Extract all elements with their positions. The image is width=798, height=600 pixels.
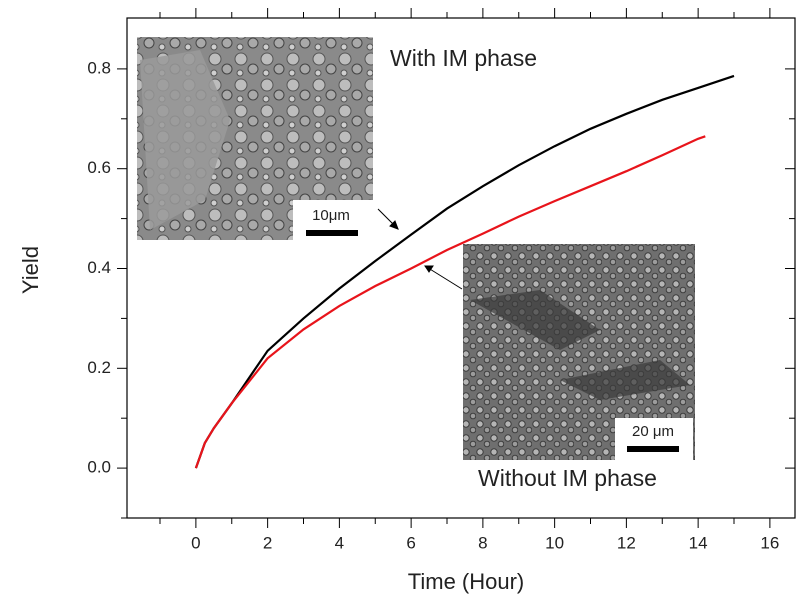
x-tick-label: 2	[263, 533, 272, 552]
x-tick-label: 12	[617, 533, 636, 552]
y-tick-label: 0.0	[87, 458, 111, 477]
inset-with: 10μm	[137, 37, 373, 240]
scale-label: 20 μm	[632, 423, 674, 440]
x-tick-label: 0	[191, 533, 200, 552]
arrows	[377, 208, 463, 290]
y-tick-label: 0.6	[87, 158, 111, 177]
y-tick-label: 0.2	[87, 358, 111, 377]
series-line	[194, 135, 706, 469]
annotation: With IM phase	[390, 45, 537, 71]
x-axis-title: Time (Hour)	[408, 569, 525, 594]
y-tick-label: 0.8	[87, 58, 111, 77]
x-tick-label: 10	[545, 533, 564, 552]
x-tick-label: 8	[478, 533, 487, 552]
annotation: Without IM phase	[478, 465, 657, 491]
y-axis-title: Yield	[18, 246, 43, 294]
inset-without: 20 μm	[463, 244, 695, 460]
x-tick-label: 16	[760, 533, 779, 552]
x-tick-label: 6	[406, 533, 415, 552]
x-tick-label: 14	[689, 533, 708, 552]
y-tick-label: 0.4	[87, 258, 111, 277]
scale-label: 10μm	[312, 207, 350, 224]
x-tick-label: 4	[335, 533, 344, 552]
